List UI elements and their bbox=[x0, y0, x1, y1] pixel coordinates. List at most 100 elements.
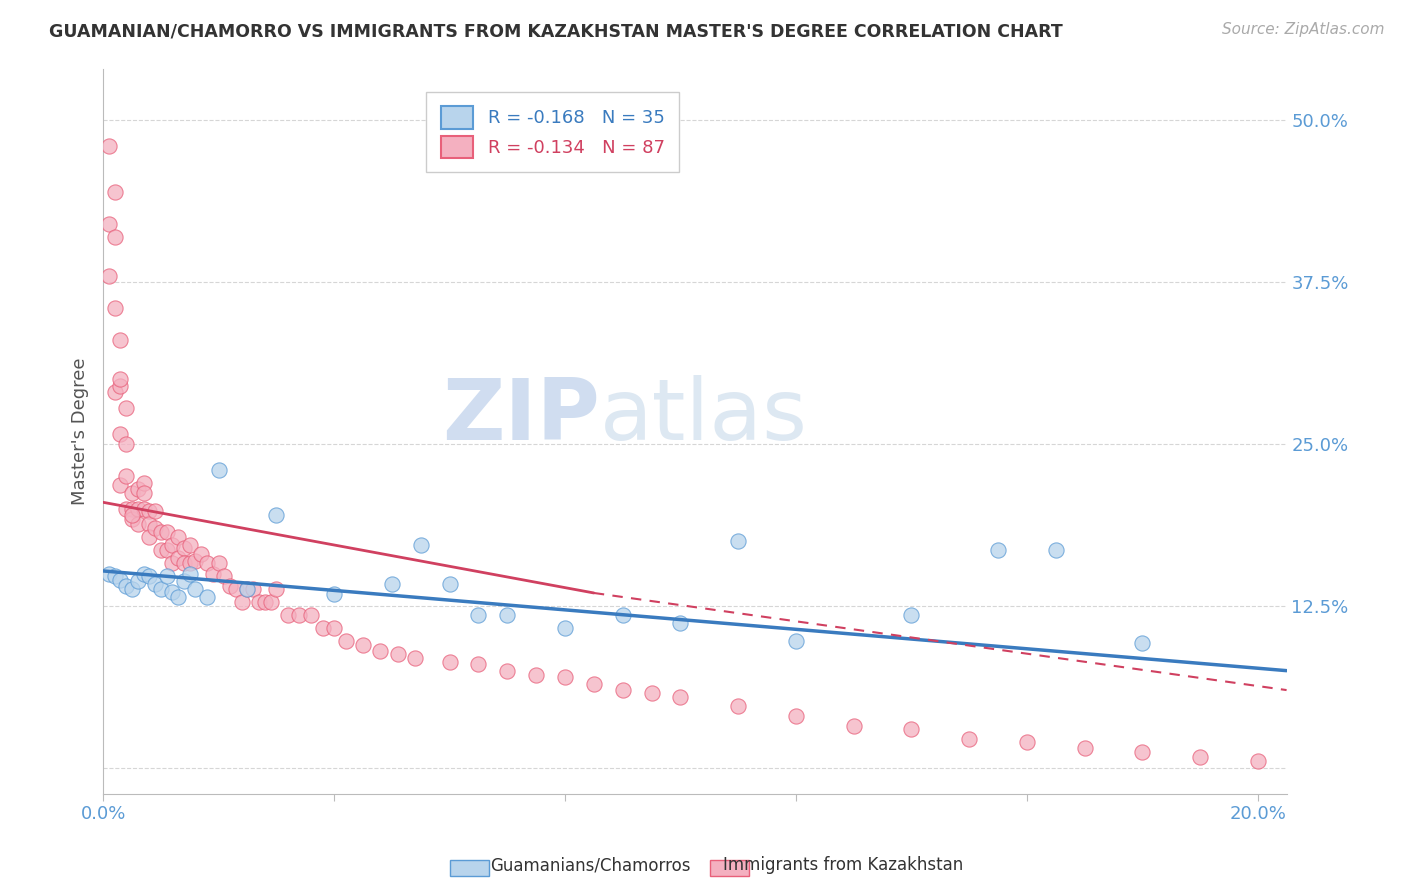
Point bbox=[104, 385, 127, 400]
Point bbox=[612, 683, 634, 698]
Point bbox=[259, 595, 281, 609]
Point bbox=[149, 543, 172, 558]
Point bbox=[156, 543, 179, 558]
Point bbox=[957, 732, 980, 747]
Text: atlas: atlas bbox=[600, 376, 808, 458]
Point bbox=[162, 556, 184, 570]
Point bbox=[335, 633, 357, 648]
Point bbox=[162, 584, 184, 599]
Point bbox=[467, 657, 489, 672]
Point bbox=[219, 579, 242, 593]
Point bbox=[115, 401, 138, 415]
Point bbox=[156, 569, 179, 583]
Point bbox=[277, 607, 299, 622]
Point bbox=[97, 217, 120, 231]
Text: Immigrants from Kazakhstan: Immigrants from Kazakhstan bbox=[724, 856, 963, 874]
Point bbox=[323, 621, 346, 635]
Point bbox=[121, 508, 143, 523]
Point bbox=[132, 486, 155, 500]
Point bbox=[179, 566, 201, 581]
Point bbox=[1045, 543, 1067, 558]
Point bbox=[987, 543, 1010, 558]
Point bbox=[110, 573, 132, 587]
Text: GUAMANIAN/CHAMORRO VS IMMIGRANTS FROM KAZAKHSTAN MASTER'S DEGREE CORRELATION CHA: GUAMANIAN/CHAMORRO VS IMMIGRANTS FROM KA… bbox=[49, 22, 1063, 40]
Point bbox=[236, 582, 259, 596]
Point bbox=[311, 621, 333, 635]
Point bbox=[162, 538, 184, 552]
Point bbox=[496, 607, 519, 622]
Point bbox=[612, 607, 634, 622]
Point bbox=[115, 501, 138, 516]
Point bbox=[179, 538, 201, 552]
Point bbox=[582, 676, 605, 690]
Point bbox=[236, 582, 259, 596]
Point bbox=[132, 501, 155, 516]
Point bbox=[727, 534, 749, 549]
Point bbox=[110, 478, 132, 492]
Point bbox=[554, 670, 576, 684]
Point bbox=[115, 579, 138, 593]
Point bbox=[190, 547, 212, 561]
Legend: R = -0.168   N = 35, R = -0.134   N = 87: R = -0.168 N = 35, R = -0.134 N = 87 bbox=[426, 92, 679, 172]
Point bbox=[167, 530, 190, 544]
Point bbox=[149, 582, 172, 596]
Point bbox=[524, 667, 547, 681]
Point bbox=[143, 504, 166, 518]
Point bbox=[110, 378, 132, 392]
Point bbox=[127, 574, 149, 589]
Point bbox=[1130, 636, 1153, 650]
Point bbox=[207, 556, 229, 570]
Point bbox=[225, 582, 247, 596]
Point bbox=[110, 372, 132, 386]
Point bbox=[1188, 750, 1211, 764]
Point bbox=[104, 230, 127, 244]
Point bbox=[127, 483, 149, 497]
Point bbox=[207, 463, 229, 477]
Point bbox=[1247, 754, 1270, 768]
Point bbox=[409, 538, 432, 552]
Point bbox=[97, 268, 120, 283]
Point bbox=[1130, 745, 1153, 759]
Point bbox=[121, 486, 143, 500]
Point bbox=[121, 512, 143, 526]
Point bbox=[143, 521, 166, 535]
Point bbox=[496, 664, 519, 678]
Point bbox=[842, 719, 865, 733]
Point bbox=[149, 525, 172, 540]
Point bbox=[138, 530, 160, 544]
Point bbox=[97, 139, 120, 153]
Point bbox=[143, 577, 166, 591]
Point bbox=[439, 577, 461, 591]
Point bbox=[115, 437, 138, 451]
Point bbox=[138, 517, 160, 532]
Point bbox=[900, 722, 922, 736]
Point bbox=[184, 582, 207, 596]
Point bbox=[104, 185, 127, 199]
Text: Source: ZipAtlas.com: Source: ZipAtlas.com bbox=[1222, 22, 1385, 37]
Point bbox=[669, 690, 692, 704]
Point bbox=[121, 501, 143, 516]
Point bbox=[640, 686, 662, 700]
Point bbox=[167, 551, 190, 566]
Point bbox=[132, 566, 155, 581]
Point bbox=[266, 508, 288, 523]
Point bbox=[132, 475, 155, 490]
Point bbox=[201, 566, 224, 581]
Point bbox=[121, 582, 143, 596]
Point bbox=[266, 582, 288, 596]
Text: ZIP: ZIP bbox=[443, 376, 600, 458]
Point bbox=[110, 334, 132, 348]
Point bbox=[727, 698, 749, 713]
Point bbox=[179, 556, 201, 570]
Point bbox=[247, 595, 270, 609]
Point bbox=[138, 504, 160, 518]
Point bbox=[156, 525, 179, 540]
Point bbox=[299, 607, 322, 622]
Point bbox=[138, 569, 160, 583]
Point bbox=[669, 615, 692, 630]
Point bbox=[97, 566, 120, 581]
Point bbox=[323, 587, 346, 601]
Point bbox=[242, 582, 264, 596]
Point bbox=[104, 569, 127, 583]
Point bbox=[288, 607, 311, 622]
